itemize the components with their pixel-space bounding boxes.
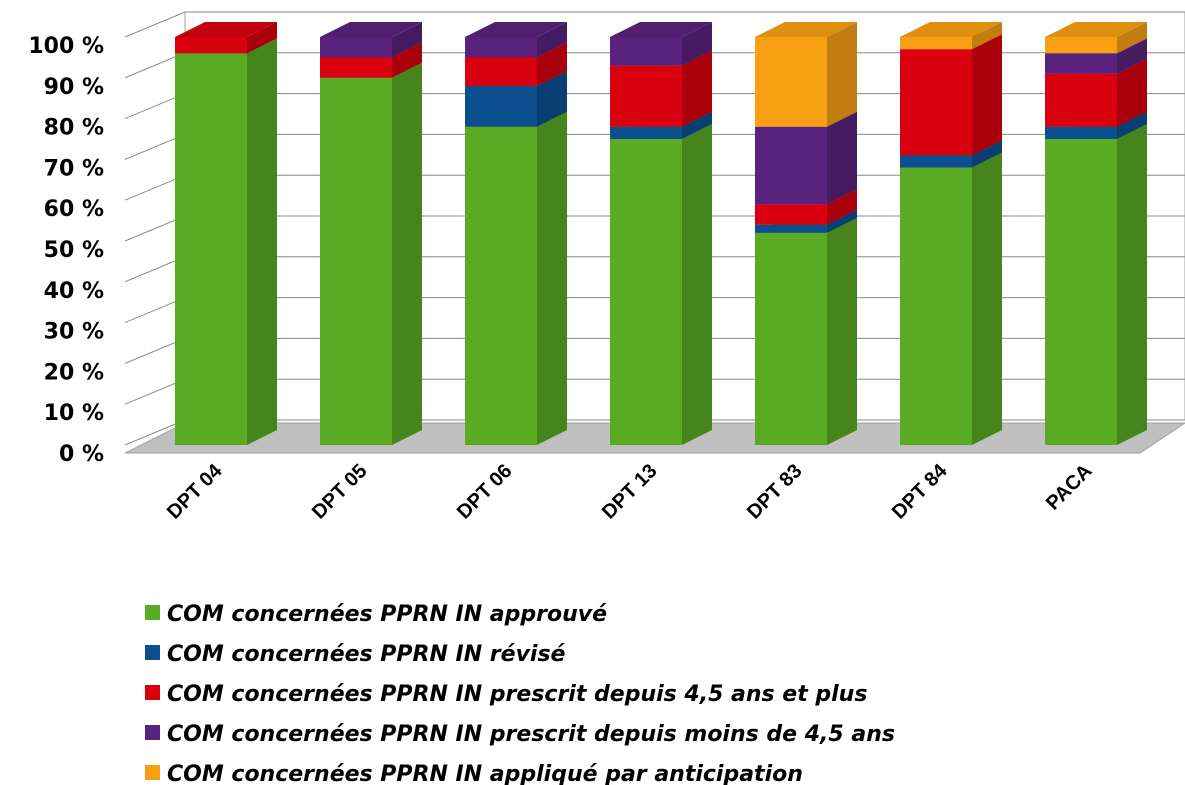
bar-top bbox=[900, 22, 1002, 37]
bar-segment bbox=[320, 77, 392, 446]
legend-swatch bbox=[145, 685, 160, 700]
bar-top bbox=[465, 22, 567, 37]
bar-segment bbox=[320, 57, 392, 78]
bar-side bbox=[537, 111, 567, 445]
bar-side bbox=[827, 22, 857, 127]
legend-swatch bbox=[145, 765, 160, 780]
bar-segment bbox=[755, 126, 827, 205]
x-tick-label: DPT 04 bbox=[163, 459, 227, 523]
y-tick-label: 100 % bbox=[28, 34, 104, 59]
bar-side bbox=[537, 22, 567, 58]
y-tick-label: 20 % bbox=[44, 360, 104, 385]
bar-side bbox=[247, 38, 277, 445]
x-tick-label: DPT 05 bbox=[308, 460, 372, 524]
x-tick-label: DPT 84 bbox=[888, 459, 952, 523]
bar-side bbox=[827, 189, 857, 225]
bar-segment bbox=[900, 167, 972, 445]
bar-top bbox=[175, 22, 277, 37]
bar-side bbox=[682, 124, 712, 445]
bar-side bbox=[392, 42, 422, 78]
bar-side bbox=[972, 152, 1002, 445]
bar-segment bbox=[610, 139, 682, 445]
x-tick-label: DPT 06 bbox=[453, 460, 517, 524]
bar-side bbox=[1117, 111, 1147, 139]
y-tick-label: 90 % bbox=[44, 75, 104, 100]
bar-side bbox=[827, 111, 857, 205]
legend-swatch bbox=[145, 605, 160, 620]
bar-segment bbox=[610, 65, 682, 127]
bar-segment bbox=[465, 37, 537, 58]
bar-side bbox=[972, 140, 1002, 168]
bar-side bbox=[682, 50, 712, 127]
y-tick-label: 0 % bbox=[59, 442, 104, 467]
legend-label: COM concernées PPRN IN prescrit depuis m… bbox=[167, 722, 895, 747]
x-tick-label: PACA bbox=[1042, 460, 1097, 515]
bar-segment bbox=[900, 49, 972, 156]
y-tick-label: 80 % bbox=[44, 116, 104, 141]
bar-segment bbox=[900, 155, 972, 168]
bar-side bbox=[392, 62, 422, 446]
bar-side bbox=[1117, 22, 1147, 54]
bar-side bbox=[972, 34, 1002, 156]
bar-segment bbox=[175, 37, 247, 54]
bar-side bbox=[1117, 124, 1147, 445]
bar-segment bbox=[465, 85, 537, 127]
bar-side bbox=[827, 217, 857, 445]
bar-side bbox=[827, 209, 857, 233]
bar-top bbox=[320, 22, 422, 37]
bar-side bbox=[537, 42, 567, 86]
bar-top bbox=[1045, 22, 1147, 37]
bar-segment bbox=[1045, 73, 1117, 127]
legend-label: COM concernées PPRN IN révisé bbox=[167, 642, 566, 667]
bar-top bbox=[610, 22, 712, 37]
bar-side bbox=[1117, 38, 1147, 74]
bar-segment bbox=[465, 57, 537, 86]
y-tick-label: 60 % bbox=[44, 197, 104, 222]
y-tick-label: 50 % bbox=[44, 238, 104, 263]
grid-line bbox=[124, 11, 1185, 38]
legend-swatch bbox=[145, 645, 160, 660]
y-tick-label: 40 % bbox=[44, 279, 104, 304]
bar-side bbox=[392, 22, 422, 58]
bar-side bbox=[1117, 58, 1147, 127]
x-tick-label: DPT 83 bbox=[743, 460, 807, 524]
legend-label: COM concernées PPRN IN appliqué par anti… bbox=[167, 762, 803, 785]
bar-side bbox=[682, 111, 712, 139]
x-tick-label: DPT 13 bbox=[598, 460, 662, 524]
bar-segment bbox=[755, 232, 827, 445]
legend-label: COM concernées PPRN IN approuvé bbox=[167, 602, 607, 627]
bar-segment bbox=[610, 126, 682, 139]
y-tick-label: 70 % bbox=[44, 156, 104, 181]
bar-side bbox=[537, 70, 567, 127]
y-tick-label: 10 % bbox=[44, 401, 104, 426]
bar-segment bbox=[1045, 126, 1117, 139]
bar-segment bbox=[755, 224, 827, 233]
bar-top bbox=[755, 22, 857, 37]
bar-segment bbox=[755, 204, 827, 225]
legend-swatch bbox=[145, 725, 160, 740]
bar-segment bbox=[320, 37, 392, 58]
bar-segment bbox=[465, 126, 537, 445]
bar-side bbox=[972, 22, 1002, 50]
y-tick-label: 30 % bbox=[44, 320, 104, 345]
bar-segment bbox=[1045, 139, 1117, 445]
legend-label: COM concernées PPRN IN prescrit depuis 4… bbox=[167, 682, 867, 707]
bar-segment bbox=[900, 37, 972, 50]
bar-segment bbox=[175, 53, 247, 445]
bar-segment bbox=[610, 37, 682, 66]
bar-side bbox=[682, 22, 712, 66]
bar-segment bbox=[755, 37, 827, 127]
bar-side bbox=[247, 22, 277, 54]
bar-segment bbox=[1045, 53, 1117, 74]
bar-segment bbox=[1045, 37, 1117, 54]
